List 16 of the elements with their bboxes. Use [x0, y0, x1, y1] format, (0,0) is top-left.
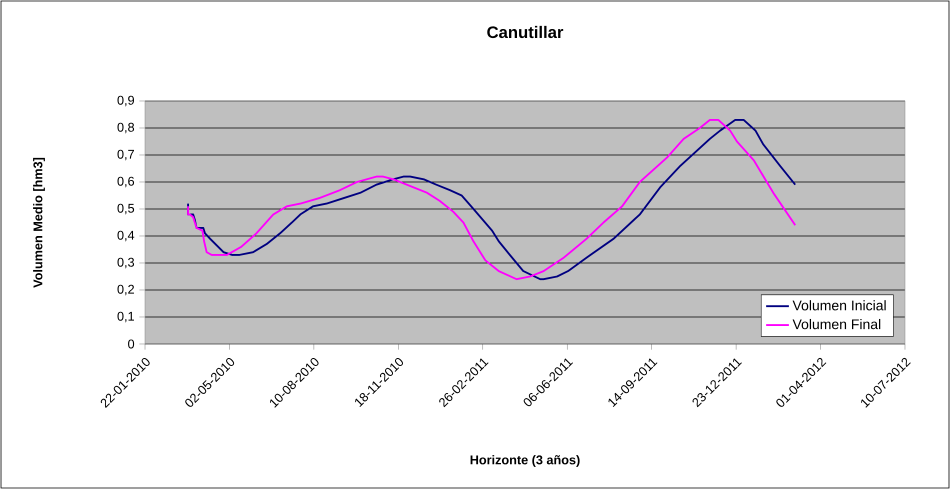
y-tick-label: 0,8 [118, 122, 134, 134]
chart-title: Canutillar [487, 26, 564, 38]
y-tick-label: 0,2 [118, 284, 134, 296]
y-tick-label: 0,7 [118, 150, 134, 160]
line-series [187, 118, 796, 280]
y-tick-label: 0,1 [118, 312, 134, 322]
y-axis-title: Volumen Medio [hm3] [33, 158, 45, 288]
y-tick-label: 0,5 [118, 204, 134, 214]
legend-label: Volumen Final [792, 318, 880, 330]
legend-label: Volumen Inicial [792, 300, 886, 310]
y-tick-label: 0 [128, 340, 134, 348]
y-tick-label: 0,4 [118, 230, 134, 242]
y-tick-label: 0,3 [118, 258, 134, 268]
x-axis-title: Horizonte (3 años) [470, 455, 580, 467]
y-tick-label: 0,9 [118, 96, 134, 106]
y-tick-label: 0,6 [118, 176, 134, 188]
